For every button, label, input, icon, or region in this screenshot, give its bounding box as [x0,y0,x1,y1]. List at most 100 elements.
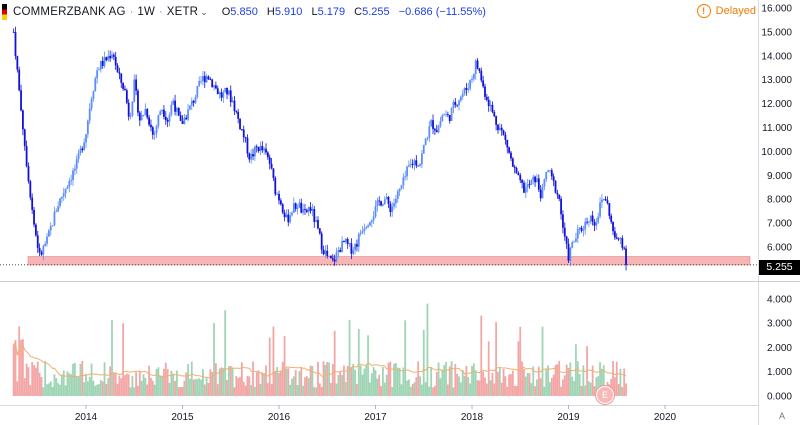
volume-bar [138,371,141,396]
volume-bar [23,378,26,396]
volume-bar [270,384,273,396]
candle [480,67,483,83]
volume-bar [213,323,215,396]
candle [226,87,228,100]
volume-bar [452,387,455,396]
candle [506,139,509,154]
candle [305,208,308,214]
candle [107,50,110,62]
volume-bar [489,380,492,396]
candle [22,109,24,136]
candle [20,84,22,112]
volume-bar [315,387,318,396]
volume-bar [374,370,377,396]
candle [539,185,542,202]
candle [523,180,525,194]
candle [420,149,423,169]
volume-bar [287,368,290,396]
candle [66,184,69,190]
volume-bar [148,365,150,396]
volume-bar [235,375,238,396]
volume-bar [402,367,405,396]
volume-bar [92,380,95,396]
candle [298,199,301,209]
candle [582,225,585,237]
candle [42,244,45,261]
candle [192,99,195,107]
volume-bar [335,383,338,396]
volume-bar [237,378,240,396]
candle [549,170,551,173]
candle [524,181,527,198]
volume-bars [12,303,627,396]
candle [560,196,562,220]
candle [346,237,349,249]
candle [53,206,56,227]
candle [153,130,156,140]
volume-bar [571,376,574,396]
volume-bar [517,341,520,396]
volume-bar [64,385,67,396]
volume-bar [103,362,106,396]
delayed-indicator[interactable]: ! Delayed [696,4,756,18]
volume-bar [252,361,254,396]
volume-bar [304,377,306,396]
volume-bar [218,368,221,396]
volume-bar [589,382,592,396]
candle [292,197,295,213]
candle [326,244,329,259]
candle [137,88,139,117]
volume-bar [73,363,76,396]
price-tick-label: 16.000 [761,4,792,15]
volume-bar [411,383,414,396]
volume-bar [278,372,280,396]
volume-bar [474,370,477,396]
symbol-name[interactable]: COMMERZBANK AG [13,6,126,18]
candle [88,103,91,125]
candle [237,108,240,124]
support-zone[interactable] [27,256,751,266]
volume-bar [391,387,394,396]
volume-bar [563,375,566,396]
earnings-marker[interactable]: E [596,386,614,404]
volume-bar [369,382,371,396]
time-axis[interactable]: 2014 2015 2016 2017 2018 2019 2020 [75,405,677,423]
interval-label[interactable]: 1W [137,6,156,18]
auto-scale-button[interactable]: A [779,411,786,421]
candle [276,192,279,195]
volume-bar [296,385,299,396]
candle [489,100,492,112]
candle [606,196,609,205]
candle [359,229,362,237]
volume-bar [409,386,412,396]
volume-bar [439,378,442,396]
volume-axis[interactable]: 4.000 3.000 2.000 1.000 0.000 [767,294,792,402]
candle [16,55,19,73]
candle [534,175,536,187]
candle [311,203,314,217]
exchange-label[interactable]: XETR [166,6,199,18]
chevron-down-icon[interactable]: ⌄ [200,6,208,17]
volume-bar [16,381,19,396]
candle [304,203,306,215]
candle [430,119,433,127]
volume-bar [343,365,345,396]
germany-flag-icon [2,4,7,20]
price-axis[interactable]: 16.000 15.000 14.000 13.000 12.000 11.000 10.0… [761,4,792,278]
candle [478,67,481,74]
candle [142,114,145,117]
candle [222,89,225,103]
volume-bar [417,361,420,396]
last-price-tag: 5.255 [759,260,800,275]
candle [248,152,251,163]
candle [179,111,182,122]
candle [569,246,572,267]
volume-bar [33,365,35,396]
time-tick-label: 2017 [364,412,387,423]
volume-bar [279,370,282,396]
volume-bar [112,372,115,396]
candle [469,79,472,91]
volume-bar [456,373,459,396]
open-label: O [221,6,231,18]
